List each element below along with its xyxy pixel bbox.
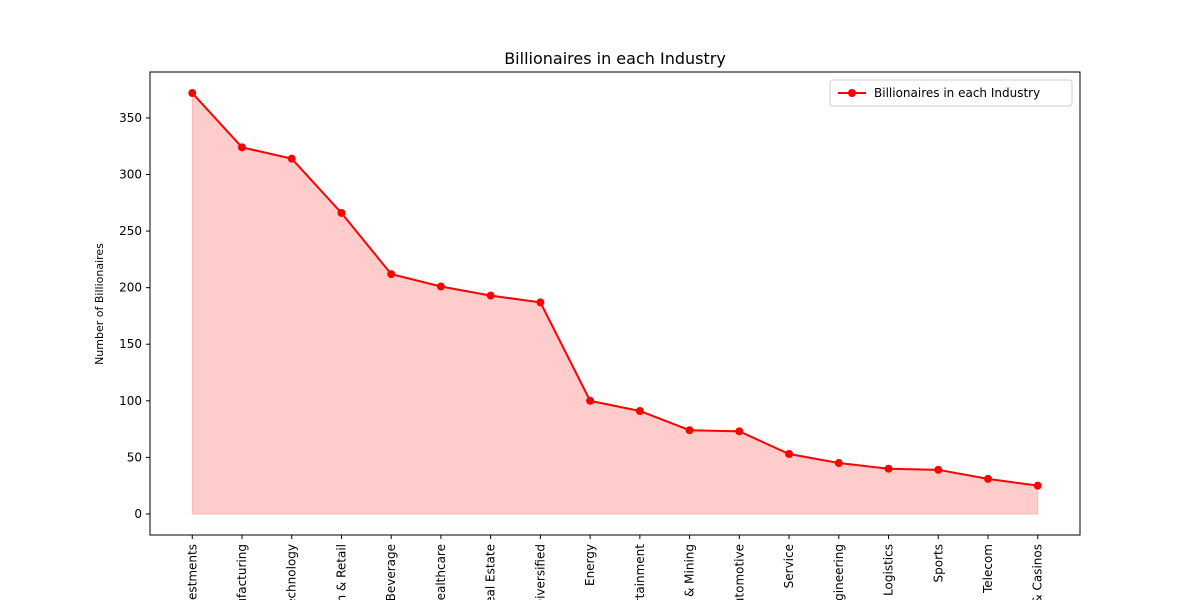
legend-label: Billionaires in each Industry <box>874 86 1040 100</box>
point <box>436 282 445 291</box>
x-tick-label: Telecom <box>981 544 995 594</box>
point <box>1033 481 1042 490</box>
point <box>387 270 396 279</box>
point <box>735 427 744 436</box>
x-tick-label: Energy <box>583 544 597 586</box>
point <box>536 298 545 307</box>
point <box>188 89 197 98</box>
point <box>983 474 992 483</box>
point <box>685 426 694 435</box>
y-tick-label: 100 <box>119 394 142 408</box>
y-tick-label: 300 <box>119 168 142 182</box>
plot-frame <box>149 71 1081 536</box>
legend-marker <box>848 89 856 97</box>
y-axis-label: Number of Billionaires <box>93 243 106 365</box>
x-tick-label: Media & Entertainment <box>633 544 647 600</box>
point <box>834 459 843 468</box>
point <box>884 464 893 473</box>
x-tick-label: Diversified <box>533 544 547 600</box>
y-tick-label: 150 <box>119 337 142 351</box>
point <box>586 396 595 405</box>
point <box>635 406 644 415</box>
x-tick-label: Finance & Investments <box>185 544 199 600</box>
x-tick-label: Real Estate <box>484 544 498 600</box>
x-tick-label: Food & Beverage <box>384 544 398 600</box>
x-tick-label: Logistics <box>882 544 896 596</box>
x-tick-label: Healthcare <box>434 544 448 600</box>
x-tick-label: Service <box>782 544 796 588</box>
y-tick-label: 350 <box>119 111 142 125</box>
legend-box <box>829 79 1073 107</box>
point <box>934 465 943 474</box>
x-tick-label: Gambling & Casinos <box>1031 544 1045 600</box>
y-tick-label: 0 <box>134 507 142 521</box>
x-tick-label: Technology <box>285 544 299 600</box>
x-tick-label: Fashion & Retail <box>334 544 348 600</box>
chart-title: Billionaires in each Industry <box>504 49 726 68</box>
x-tick-label: Construction & Engineering <box>832 544 846 600</box>
x-tick-label: Metals & Mining <box>683 544 697 600</box>
x-tick-label: Automotive <box>732 544 746 600</box>
y-tick-label: 50 <box>127 450 142 464</box>
x-tick-label: Manufacturing <box>235 544 249 600</box>
y-tick-label: 250 <box>119 224 142 238</box>
area-fill <box>191 91 1039 515</box>
x-tick-label: Sports <box>931 544 945 582</box>
point <box>238 143 247 152</box>
line <box>191 92 1038 487</box>
point <box>486 291 495 300</box>
point <box>287 154 296 163</box>
y-tick-label: 200 <box>119 281 142 295</box>
point <box>337 208 346 217</box>
point <box>785 449 794 458</box>
